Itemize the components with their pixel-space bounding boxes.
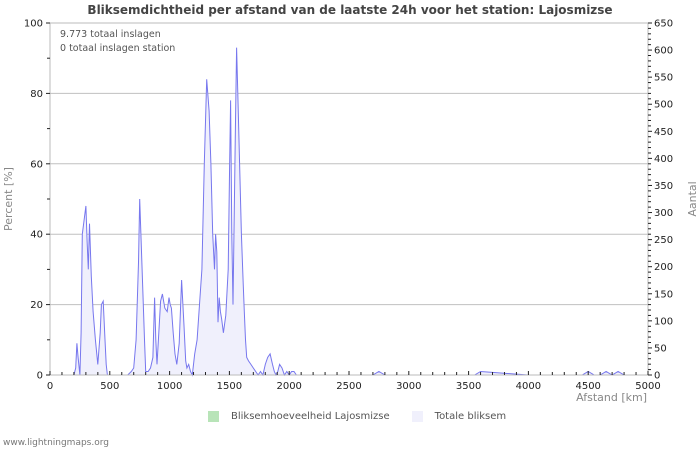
svg-text:80: 80 — [30, 89, 43, 100]
svg-text:3000: 3000 — [396, 381, 421, 392]
svg-text:300: 300 — [654, 208, 673, 219]
svg-text:400: 400 — [654, 154, 673, 165]
legend-swatch-total — [411, 411, 423, 422]
total-strikes-text: 9.773 totaal inslagen — [60, 29, 161, 40]
svg-text:150: 150 — [654, 289, 673, 300]
svg-text:1500: 1500 — [217, 381, 242, 392]
svg-text:200: 200 — [654, 262, 673, 273]
x-axis-label: Afstand [km] — [576, 391, 647, 404]
svg-text:60: 60 — [30, 159, 43, 170]
svg-text:1000: 1000 — [157, 381, 182, 392]
y-axis-left: 0 20 40 60 80 100 — [24, 19, 50, 382]
legend-item-station: Bliksemhoeveelheid Lajosmizse — [208, 411, 390, 422]
svg-text:50: 50 — [654, 343, 667, 354]
svg-text:450: 450 — [654, 127, 673, 138]
svg-text:40: 40 — [30, 230, 43, 241]
svg-text:0: 0 — [47, 381, 53, 392]
legend-label-total: Totale bliksem — [434, 411, 507, 422]
svg-text:4000: 4000 — [516, 381, 541, 392]
x-axis: 0 500 1000 1500 2000 2500 3000 3500 4000 4500 5000 — [47, 371, 661, 392]
chart-title: Bliksemdichtheid per afstand van de laat… — [87, 3, 613, 17]
svg-text:550: 550 — [654, 73, 673, 84]
svg-text:650: 650 — [654, 19, 673, 30]
svg-text:500: 500 — [654, 100, 673, 111]
svg-text:250: 250 — [654, 235, 673, 246]
svg-text:600: 600 — [654, 46, 673, 57]
total-lightning-area — [50, 47, 636, 375]
svg-text:20: 20 — [30, 300, 43, 311]
svg-text:100: 100 — [24, 19, 43, 30]
y-axis-right: 0 50 100 150 200 250 300 350 400 450 500 550 600 650 — [648, 19, 673, 382]
svg-text:4500: 4500 — [575, 381, 600, 392]
svg-text:3500: 3500 — [456, 381, 481, 392]
footer-credit: www.lightningmaps.org — [3, 438, 109, 448]
svg-text:2000: 2000 — [276, 381, 301, 392]
svg-text:350: 350 — [654, 181, 673, 192]
y2-axis-label: Aantal — [686, 181, 699, 216]
legend-label-station: Bliksemhoeveelheid Lajosmizse — [231, 411, 390, 422]
svg-text:100: 100 — [654, 316, 673, 327]
grid-lines — [50, 92, 648, 306]
svg-text:500: 500 — [100, 381, 119, 392]
svg-text:0: 0 — [654, 371, 660, 382]
legend: Bliksemhoeveelheid Lajosmizse Totale bli… — [208, 411, 528, 422]
y-axis-label: Percent [%] — [2, 167, 15, 231]
svg-text:5000: 5000 — [635, 381, 660, 392]
legend-item-total: Totale bliksem — [411, 411, 507, 422]
legend-swatch-station — [208, 411, 219, 422]
svg-text:0: 0 — [37, 371, 43, 382]
svg-text:2500: 2500 — [336, 381, 361, 392]
station-strikes-text: 0 totaal inslagen station — [60, 43, 175, 54]
